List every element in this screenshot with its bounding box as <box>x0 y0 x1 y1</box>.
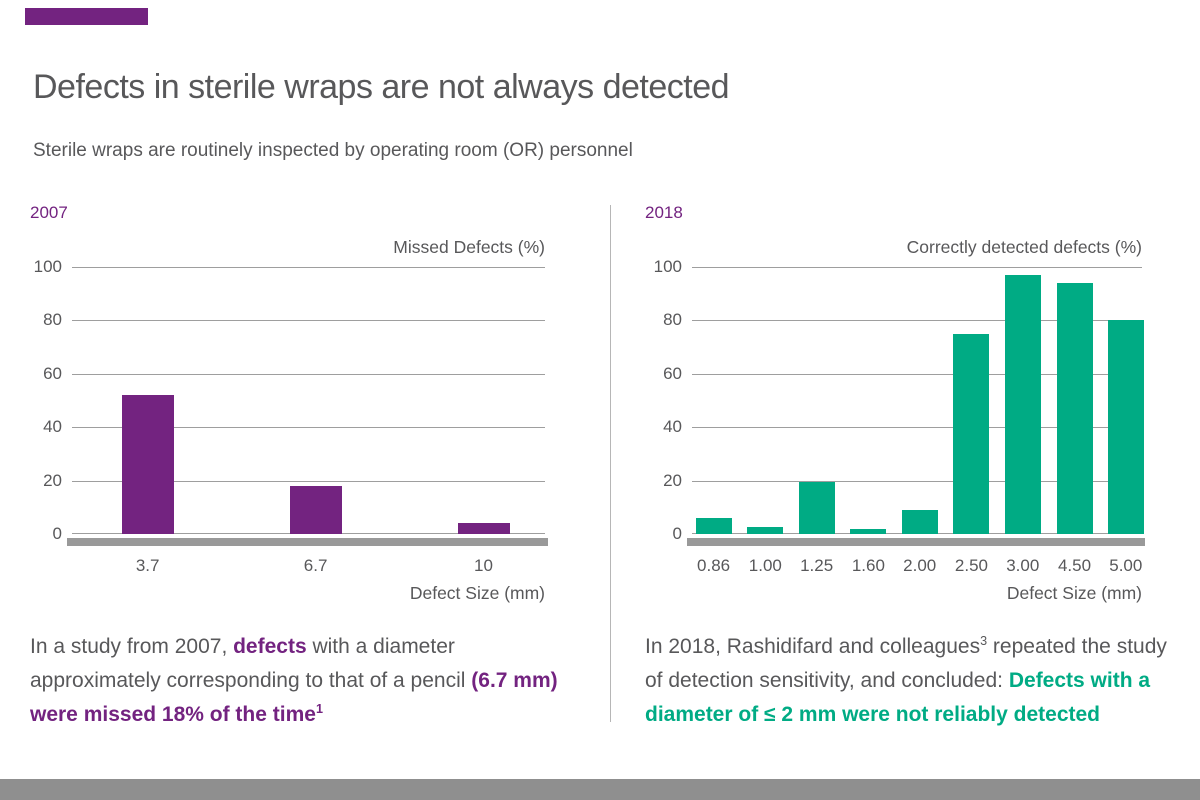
bar <box>1056 283 1093 534</box>
bar <box>953 334 990 534</box>
y-tick-label: 100 <box>33 257 62 276</box>
bar <box>1004 275 1041 534</box>
chart-title: Missed Defects (%) <box>393 237 545 257</box>
brand-accent-bar <box>25 8 148 25</box>
x-tick-label: 0.86 <box>697 556 731 575</box>
y-tick-label: 0 <box>672 524 682 543</box>
gridline <box>72 427 545 429</box>
x-tick-label: 3.7 <box>135 556 160 575</box>
column-divider-line <box>610 205 611 722</box>
x-tick-label: 5.00 <box>1109 556 1143 575</box>
y-tick-label: 40 <box>663 417 682 437</box>
chart-section-2007: 2007 Missed Defects (%) Defect Size (mm)… <box>30 203 582 726</box>
y-tick-label: 20 <box>663 470 682 490</box>
bar <box>457 523 510 534</box>
x-tick-label: 2.50 <box>954 556 988 575</box>
x-tick-label: 2.00 <box>903 556 937 575</box>
y-tick-label: 0 <box>52 524 62 543</box>
y-tick-label: 40 <box>43 417 62 437</box>
plot-area: Missed Defects (%) Defect Size (mm) 100 8… <box>34 237 548 603</box>
gridline <box>72 320 545 322</box>
y-tick-label: 60 <box>43 363 62 383</box>
x-tick-label: 4.50 <box>1057 556 1092 575</box>
gridline <box>72 480 545 482</box>
chart-title: Correctly detected defects (%) <box>906 237 1142 257</box>
gridline <box>72 373 545 375</box>
x-tick-label: 6.7 <box>303 556 328 575</box>
bar <box>798 482 835 534</box>
chart-section-2018: 2018 Correctly detected defects (%) Defe… <box>645 203 1167 726</box>
x-axis-title: Defect Size (mm) <box>1006 583 1142 603</box>
gridline <box>692 320 1142 322</box>
y-tick-label: 20 <box>43 470 62 490</box>
x-tick-label: 1.60 <box>851 556 885 575</box>
x-axis-baseline <box>67 538 548 546</box>
bar <box>850 529 887 534</box>
x-tick-label: 1.00 <box>748 556 782 575</box>
page-subtitle: Sterile wraps are routinely inspected by… <box>33 140 633 161</box>
gridline <box>692 480 1142 482</box>
page-title: Defects in sterile wraps are not always … <box>33 68 730 106</box>
bar <box>1107 320 1144 534</box>
gridline <box>692 427 1142 429</box>
footer-band <box>0 779 1200 800</box>
bar <box>289 486 342 534</box>
bar <box>901 510 938 534</box>
y-tick-label: 80 <box>43 310 62 330</box>
gridline <box>692 373 1142 375</box>
x-tick-label: 1.25 <box>800 556 834 575</box>
plot-area: Correctly detected defects (%) Defect Si… <box>654 237 1145 603</box>
bar <box>695 518 732 534</box>
gridline <box>72 267 545 268</box>
x-tick-label: 3.00 <box>1006 556 1040 575</box>
x-axis-baseline <box>687 538 1145 546</box>
year-label: 2018 <box>645 203 683 222</box>
study-note: In 2018, Rashidifard and colleagues3 rep… <box>645 634 1167 726</box>
y-tick-label: 80 <box>663 310 682 330</box>
y-tick-label: 60 <box>663 363 682 383</box>
x-tick-label: 10 <box>474 556 493 575</box>
x-axis-title: Defect Size (mm) <box>409 583 545 603</box>
bar <box>121 395 174 534</box>
bar <box>747 527 784 534</box>
y-tick-label: 100 <box>653 257 682 276</box>
gridline <box>692 267 1142 268</box>
study-note: In a study from 2007, defects with a dia… <box>30 635 558 726</box>
year-label: 2007 <box>30 203 68 222</box>
